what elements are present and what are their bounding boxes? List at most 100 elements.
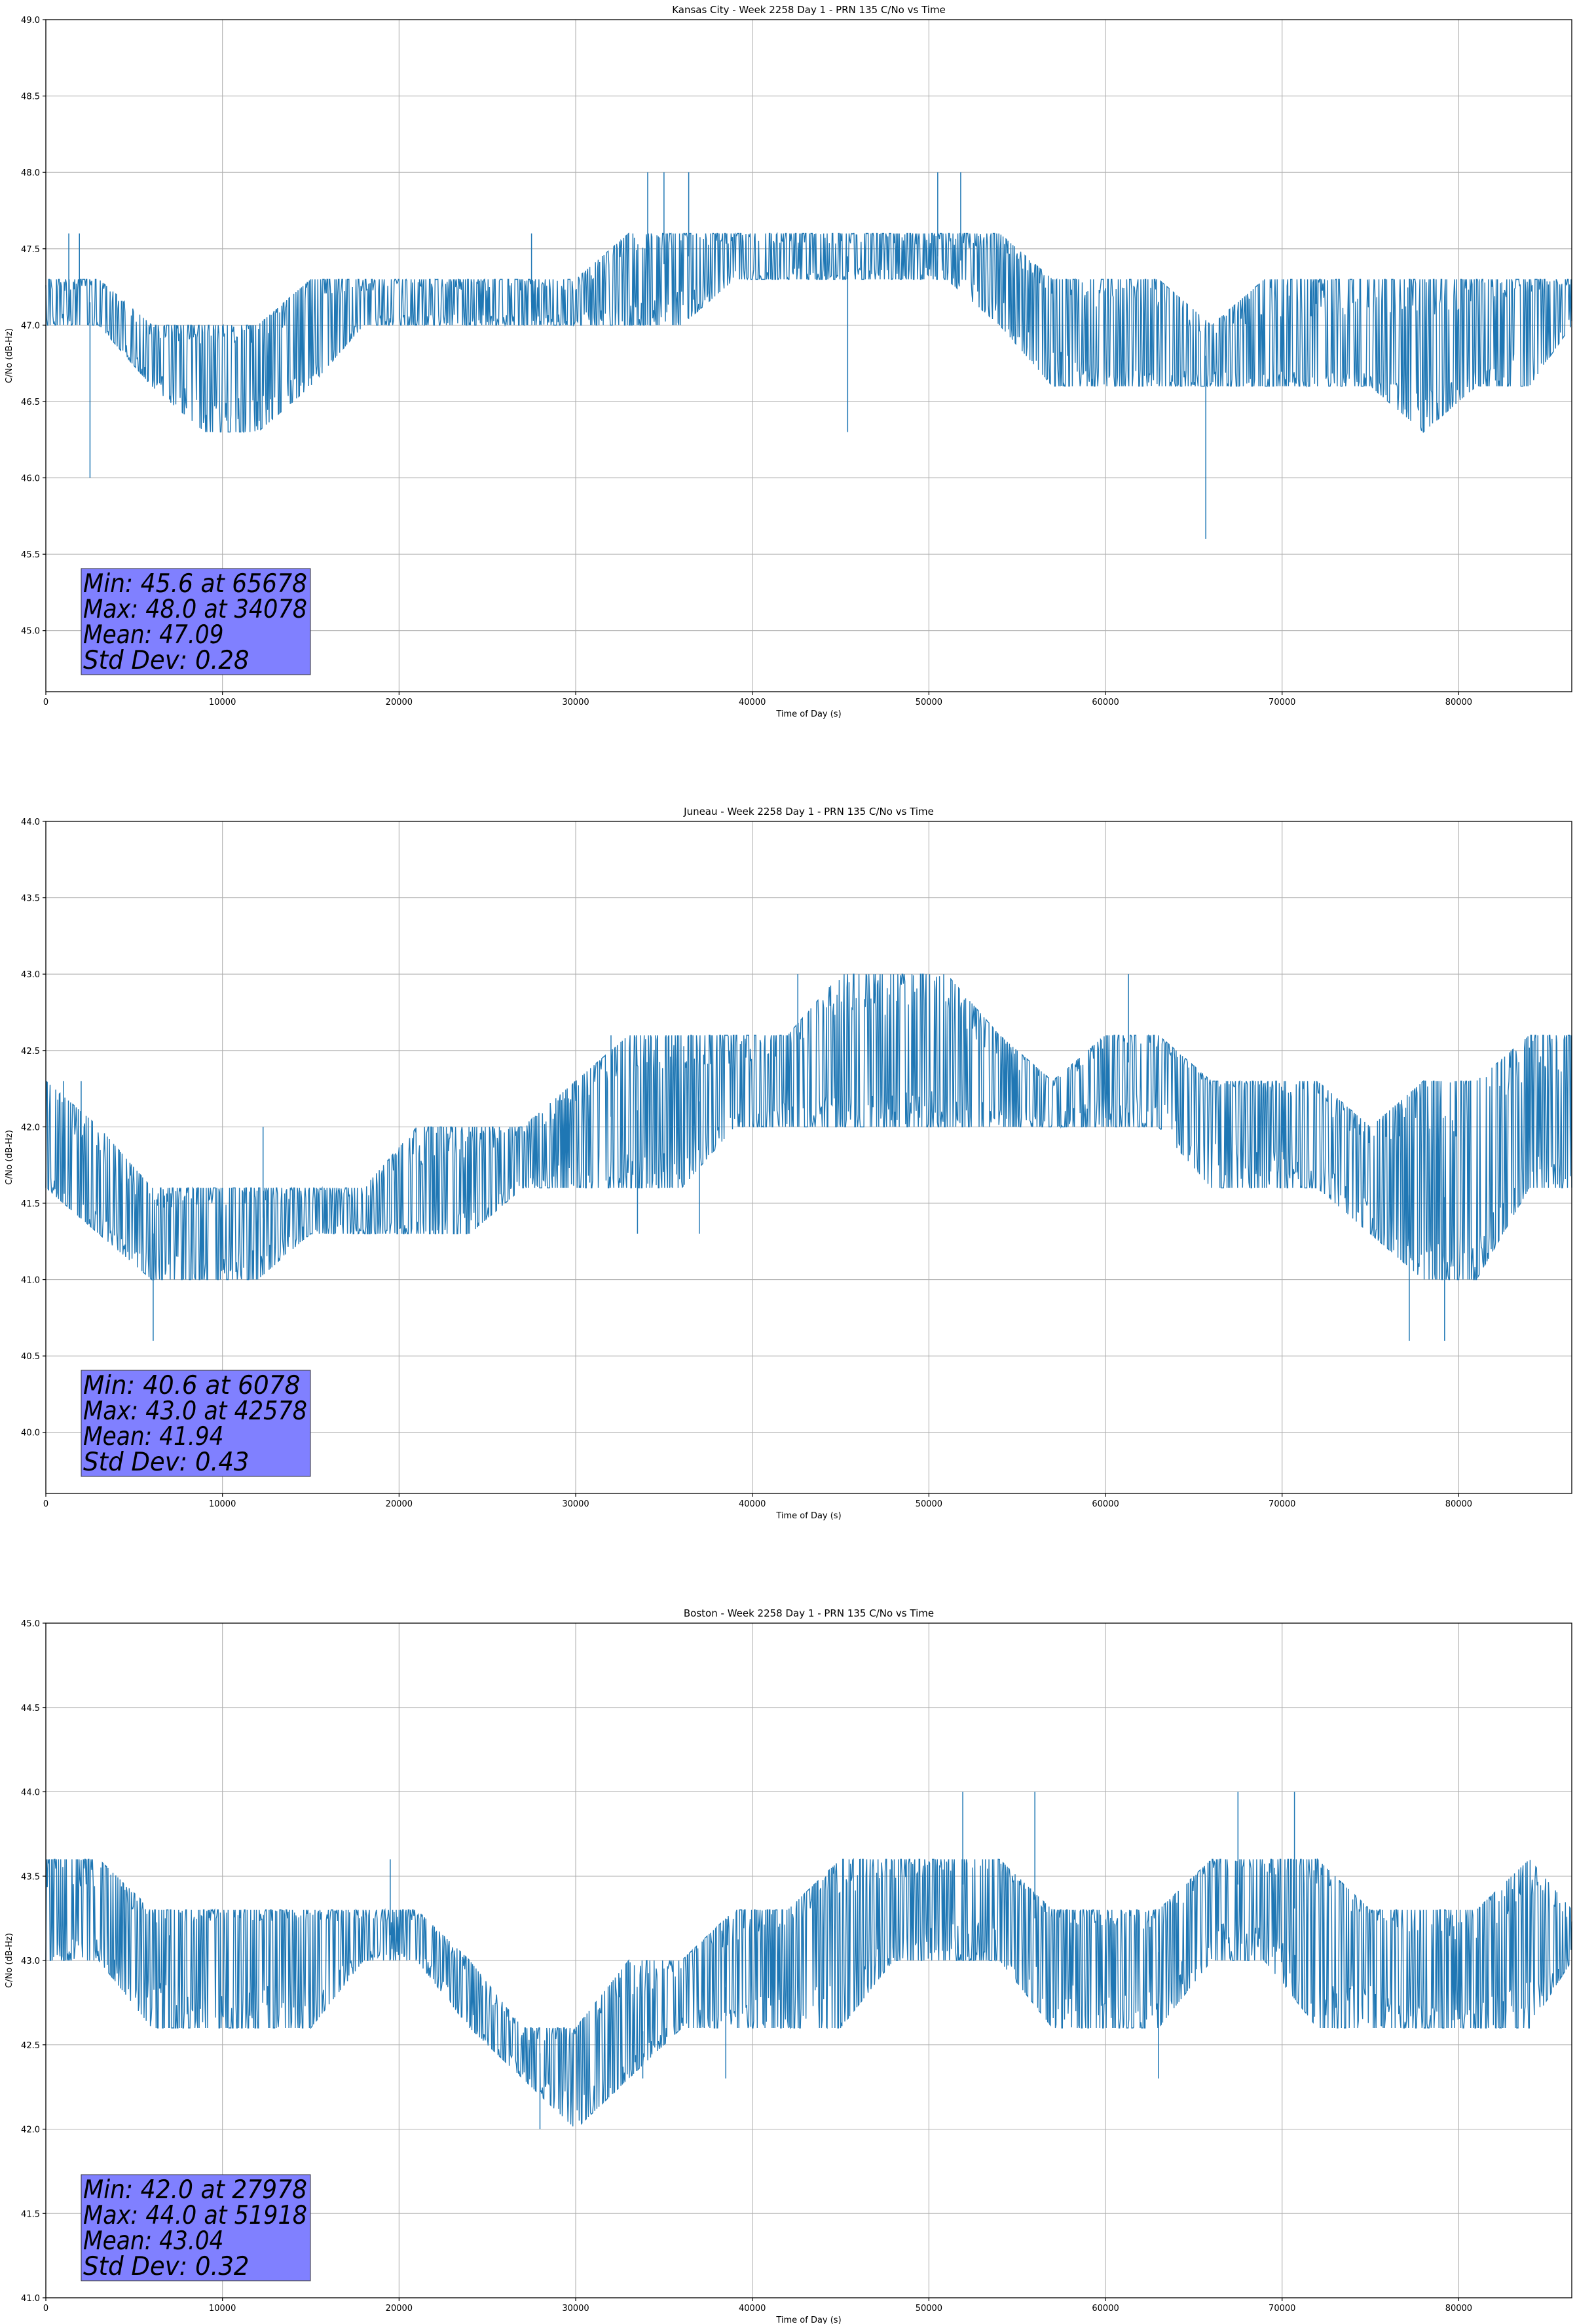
stats-box: Min: 40.6 at 6078 Max: 43.0 at 42578 Mea… bbox=[81, 1370, 311, 1477]
y-tick-label: 44.0 bbox=[21, 817, 40, 827]
y-tick-label: 49.0 bbox=[21, 16, 40, 26]
x-tick-label: 20000 bbox=[386, 698, 413, 707]
chart-title: Kansas City - Week 2258 Day 1 - PRN 135 … bbox=[672, 4, 946, 16]
y-tick-label: 47.0 bbox=[21, 321, 40, 331]
chart-panel-kansas-city: Kansas City - Week 2258 Day 1 - PRN 135 … bbox=[5, 4, 1572, 719]
y-axis-label: C/No (dB-Hz) bbox=[5, 328, 14, 383]
y-tick-label: 43.0 bbox=[21, 1957, 40, 1966]
x-tick-label: 60000 bbox=[1092, 1499, 1119, 1509]
chart-title: Juneau - Week 2258 Day 1 - PRN 135 C/No … bbox=[683, 806, 934, 817]
y-axis-label: C/No (dB-Hz) bbox=[5, 1130, 14, 1185]
y-tick-label: 46.5 bbox=[21, 398, 40, 407]
x-tick-label: 50000 bbox=[916, 2304, 942, 2314]
x-tick-label: 50000 bbox=[916, 698, 942, 707]
y-axis-ticks: 41.0 41.5 42.0 42.5 43.0 43.5 44.0 44.5 45.0 bbox=[21, 1619, 46, 2304]
plot-frame bbox=[45, 19, 1572, 692]
x-tick-label: 80000 bbox=[1445, 1499, 1472, 1509]
y-tick-label: 43.0 bbox=[21, 970, 40, 980]
x-axis-ticks: 0 10000 20000 30000 40000 50000 60000 70000 8000… bbox=[43, 1493, 1472, 1509]
y-tick-label: 41.0 bbox=[21, 1276, 40, 1286]
y-tick-label: 45.0 bbox=[21, 627, 40, 637]
x-tick-label: 10000 bbox=[209, 2304, 236, 2314]
y-tick-label: 43.5 bbox=[21, 1872, 40, 1882]
series-line-0 bbox=[45, 973, 1572, 1281]
y-tick-label: 45.0 bbox=[21, 1619, 40, 1629]
x-axis-ticks: 0 10000 20000 30000 40000 50000 60000 70000 8000… bbox=[43, 2298, 1472, 2314]
y-tick-label: 46.0 bbox=[21, 474, 40, 484]
y-tick-label: 47.5 bbox=[21, 245, 40, 255]
x-tick-label: 80000 bbox=[1445, 698, 1472, 707]
x-tick-label: 30000 bbox=[562, 2304, 589, 2314]
y-tick-label: 40.5 bbox=[21, 1352, 40, 1362]
axes-frame bbox=[45, 821, 1572, 1494]
y-axis-ticks: 45.0 45.5 46.0 46.5 47.0 47.5 48.0 48.5 49.0 bbox=[21, 16, 46, 637]
stats-mean: Mean: 41.94 bbox=[83, 1422, 224, 1452]
series-cno-line bbox=[45, 973, 1572, 1341]
y-tick-label: 41.0 bbox=[21, 2294, 40, 2304]
x-axis-label: Time of Day (s) bbox=[775, 2315, 841, 2324]
series-cno-line bbox=[45, 172, 1572, 539]
x-tick-label: 10000 bbox=[209, 1499, 236, 1509]
x-tick-label: 0 bbox=[43, 698, 48, 707]
stats-min: Min: 40.6 at 6078 bbox=[83, 1371, 301, 1400]
stats-box-background bbox=[81, 2174, 311, 2281]
chart-panel-boston: Boston - Week 2258 Day 1 - PRN 135 C/No … bbox=[5, 1607, 1572, 2324]
x-tick-label: 30000 bbox=[562, 698, 589, 707]
stats-mean: Mean: 47.09 bbox=[83, 620, 224, 650]
y-tick-label: 42.5 bbox=[21, 2041, 40, 2051]
y-tick-label: 40.0 bbox=[21, 1429, 40, 1438]
y-tick-label: 42.5 bbox=[21, 1047, 40, 1057]
x-tick-label: 40000 bbox=[739, 698, 766, 707]
x-tick-label: 70000 bbox=[1269, 1499, 1295, 1509]
x-tick-label: 50000 bbox=[916, 1499, 942, 1509]
x-tick-label: 30000 bbox=[562, 1499, 589, 1509]
stats-box-background bbox=[81, 568, 311, 675]
stats-std-dev: Std Dev: 0.28 bbox=[83, 646, 250, 675]
stats-box: Min: 42.0 at 27978 Max: 44.0 at 51918 Me… bbox=[81, 2174, 311, 2281]
y-axis-label: C/No (dB-Hz) bbox=[5, 1933, 14, 1988]
x-tick-label: 60000 bbox=[1092, 698, 1119, 707]
y-tick-label: 41.5 bbox=[21, 2209, 40, 2219]
stats-max: Max: 48.0 at 34078 bbox=[83, 595, 307, 624]
x-tick-label: 10000 bbox=[209, 698, 236, 707]
stats-std-dev: Std Dev: 0.32 bbox=[83, 2252, 250, 2281]
stats-mean: Mean: 43.04 bbox=[83, 2226, 224, 2256]
y-tick-label: 48.0 bbox=[21, 168, 40, 178]
x-tick-label: 60000 bbox=[1092, 2304, 1119, 2314]
chart-panel-juneau: Juneau - Week 2258 Day 1 - PRN 135 C/No … bbox=[5, 806, 1572, 1521]
stats-box-background bbox=[81, 1370, 311, 1477]
y-tick-label: 44.0 bbox=[21, 1788, 40, 1798]
x-tick-label: 0 bbox=[43, 2304, 48, 2314]
series-cno-line bbox=[45, 1791, 1572, 2129]
plot-frame bbox=[45, 821, 1572, 1494]
chart-title: Boston - Week 2258 Day 1 - PRN 135 C/No … bbox=[684, 1607, 934, 1619]
stats-box: Min: 45.6 at 65678 Max: 48.0 at 34078 Me… bbox=[81, 568, 311, 675]
stats-min: Min: 42.0 at 27978 bbox=[83, 2175, 307, 2205]
x-axis-ticks: 0 10000 20000 30000 40000 50000 60000 70000 8000… bbox=[43, 692, 1472, 707]
series-line-0 bbox=[45, 1858, 1572, 2127]
stats-max: Max: 44.0 at 51918 bbox=[83, 2201, 307, 2230]
x-tick-label: 80000 bbox=[1445, 2304, 1472, 2314]
series-line-0 bbox=[45, 231, 1572, 434]
x-tick-label: 20000 bbox=[386, 1499, 413, 1509]
y-tick-label: 41.5 bbox=[21, 1199, 40, 1209]
x-tick-label: 70000 bbox=[1269, 2304, 1295, 2314]
x-axis-label: Time of Day (s) bbox=[775, 709, 841, 719]
y-tick-label: 45.5 bbox=[21, 550, 40, 560]
gridlines bbox=[45, 821, 1572, 1493]
stats-max: Max: 43.0 at 42578 bbox=[83, 1396, 307, 1426]
x-tick-label: 70000 bbox=[1269, 698, 1295, 707]
y-tick-label: 44.5 bbox=[21, 1704, 40, 1714]
stats-min: Min: 45.6 at 65678 bbox=[83, 569, 307, 599]
y-tick-label: 42.0 bbox=[21, 1123, 40, 1133]
x-tick-label: 40000 bbox=[739, 2304, 766, 2314]
x-axis-label: Time of Day (s) bbox=[775, 1511, 841, 1521]
y-tick-label: 42.0 bbox=[21, 2126, 40, 2135]
y-tick-label: 43.5 bbox=[21, 894, 40, 904]
stats-std-dev: Std Dev: 0.43 bbox=[83, 1448, 250, 1477]
x-tick-label: 0 bbox=[43, 1499, 48, 1509]
x-tick-label: 40000 bbox=[739, 1499, 766, 1509]
y-tick-label: 48.5 bbox=[21, 92, 40, 102]
y-axis-ticks: 40.0 40.5 41.0 41.5 42.0 42.5 43.0 43.5 44.0 bbox=[21, 817, 46, 1438]
